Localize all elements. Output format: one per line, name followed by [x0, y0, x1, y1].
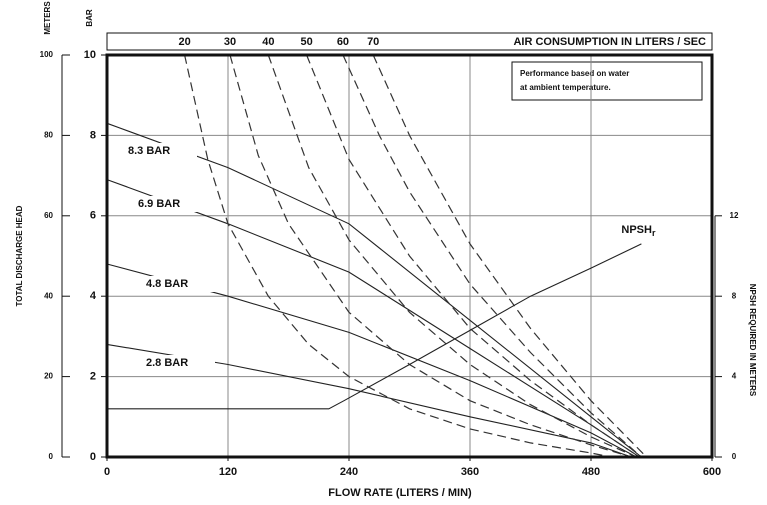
plot-frame	[105, 53, 714, 459]
y-tick-label: 4	[90, 290, 97, 302]
y-axis-label: TOTAL DISCHARGE HEAD	[15, 205, 24, 306]
series-label: 20	[179, 36, 191, 48]
pressure-line	[106, 179, 640, 458]
label-bg	[143, 355, 215, 371]
x-tick-label: 480	[582, 466, 600, 478]
x-tick-label: 360	[461, 466, 479, 478]
y-tick-label: 0	[90, 451, 96, 463]
bar-label: BAR	[85, 9, 94, 27]
y2-axis-label: NPSH REQUIRED IN METERS	[748, 284, 757, 397]
meters-tick-label: 0	[49, 452, 54, 461]
series-label: 30	[224, 36, 236, 48]
y-tick-label: 6	[90, 210, 96, 222]
x-tick-label: 0	[104, 466, 110, 478]
npsh-line	[107, 243, 642, 410]
meters-tick-label: 80	[44, 131, 53, 140]
y-tick-label: 8	[90, 129, 96, 141]
note: at ambient temperature.	[520, 83, 611, 92]
air-line	[372, 54, 647, 458]
y2-tick-label: 8	[732, 291, 737, 300]
series-label: 2.8 BAR	[146, 357, 188, 369]
label-bg	[125, 143, 197, 159]
label-bg	[135, 196, 207, 212]
pressure-line	[106, 122, 642, 458]
series-label: 40	[262, 36, 274, 48]
label-bg	[143, 276, 215, 292]
series-label: 60	[337, 36, 349, 48]
series-label-sub: r	[652, 228, 656, 238]
x-tick-label: 240	[340, 466, 358, 478]
top-label: AIR CONSUMPTION IN LITERS / SEC	[513, 36, 706, 48]
y2-tick-label: 4	[732, 372, 737, 381]
series-label: 70	[367, 36, 379, 48]
y2-tick-label: 0	[732, 452, 737, 461]
x-tick-label: 120	[219, 466, 237, 478]
air-line	[306, 54, 640, 458]
series-label: NPSHr	[621, 224, 656, 238]
y-tick-label: 10	[84, 49, 96, 61]
series-label: 50	[301, 36, 313, 48]
note-box	[511, 61, 703, 101]
top-strip	[106, 32, 713, 51]
y2-tick-label: 12	[730, 211, 739, 220]
note: Performance based on water	[520, 69, 629, 78]
x-axis-label: FLOW RATE (LITERS / MIN)	[328, 487, 472, 499]
meters-tick-label: 60	[44, 211, 53, 220]
meters-tick-label: 20	[44, 372, 53, 381]
air-line	[184, 54, 612, 458]
x-tick-label: 600	[703, 466, 721, 478]
meters-tick-label: 40	[44, 291, 53, 300]
air-line	[342, 54, 642, 458]
y-tick-label: 2	[90, 371, 96, 383]
air-line	[267, 54, 637, 458]
series-label: 6.9 BAR	[138, 198, 180, 210]
series-label: 8.3 BAR	[128, 145, 170, 157]
meters-label: METERS	[43, 1, 52, 35]
meters-tick-label: 100	[40, 50, 54, 59]
series-label: 4.8 BAR	[146, 278, 188, 290]
